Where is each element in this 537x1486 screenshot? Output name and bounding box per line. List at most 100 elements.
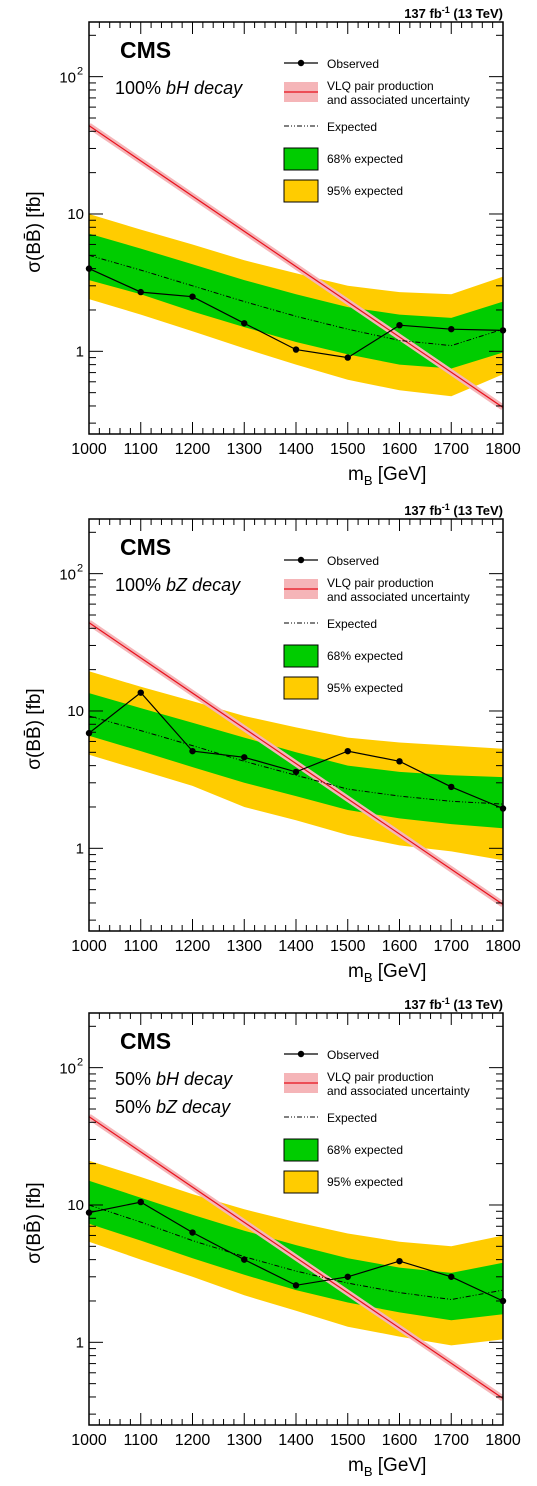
observed-point bbox=[241, 1256, 248, 1263]
legend-95-label: 95% expected bbox=[327, 1175, 403, 1189]
legend-95-label: 95% expected bbox=[327, 184, 403, 198]
decay-label: 100% bH decay bbox=[115, 78, 243, 98]
y-tick-label: 1 bbox=[76, 1334, 84, 1351]
band-68 bbox=[89, 1180, 503, 1321]
x-tick-label: 1400 bbox=[278, 938, 314, 955]
limit-plot-bh: 1000 1100 1200 1300 1400 1500 1600 1700 1800 1 10 1… bbox=[0, 0, 537, 495]
theory-line bbox=[89, 622, 503, 905]
y-axis-title: σ(BB̄) [fb] bbox=[24, 688, 45, 769]
energy-label: (13 TeV) bbox=[450, 6, 503, 21]
legend-observed-label: Observed bbox=[327, 1048, 379, 1062]
x-tick-label: 1800 bbox=[485, 441, 521, 458]
cms-label: CMS bbox=[120, 37, 171, 63]
observed-point bbox=[189, 1229, 196, 1236]
y-tick-label: 10 bbox=[59, 1061, 76, 1078]
x-axis-title-unit: [GeV] bbox=[373, 1455, 427, 1476]
observed-point bbox=[137, 689, 144, 696]
x-axis-title: mB [GeV] bbox=[348, 1455, 426, 1479]
x-tick-label: 1600 bbox=[382, 938, 418, 955]
decay-fraction: 50% bbox=[115, 1069, 156, 1089]
energy-label: (13 TeV) bbox=[450, 503, 503, 518]
x-axis-title-sub: B bbox=[364, 1464, 373, 1479]
x-axis-title-sub: B bbox=[364, 970, 373, 985]
y-tick-label: 10 bbox=[59, 567, 76, 584]
observed-point bbox=[241, 320, 248, 327]
legend-95-swatch bbox=[283, 179, 319, 203]
x-tick-label: 1500 bbox=[330, 1432, 366, 1449]
x-tick-label: 1000 bbox=[71, 938, 107, 955]
x-tick-label: 1500 bbox=[330, 441, 366, 458]
luminosity-exponent: -1 bbox=[442, 5, 450, 15]
luminosity-exponent: -1 bbox=[442, 996, 450, 1006]
legend-observed-marker bbox=[297, 1050, 305, 1058]
y-tick-label: 10 bbox=[67, 703, 84, 720]
observed-point bbox=[448, 325, 455, 333]
y-tick-label-exponent: 2 bbox=[77, 563, 83, 575]
chart-svg: 1000 1100 1200 1300 1400 1500 1600 1700 1800 1 10 1… bbox=[24, 502, 521, 985]
x-tick-label: 1100 bbox=[124, 1432, 159, 1449]
y-axis-title: σ(BB̄) [fb] bbox=[24, 191, 45, 272]
theory-line bbox=[89, 1116, 503, 1399]
decay-label: 50% bH decay bbox=[115, 1069, 233, 1089]
legend-theory-label: VLQ pair production bbox=[327, 1070, 434, 1084]
y-tick-label: 1 bbox=[76, 343, 84, 360]
x-tick-label: 1500 bbox=[330, 938, 366, 955]
y-tick-label-exponent: 2 bbox=[77, 1057, 83, 1069]
legend-observed-marker bbox=[297, 59, 305, 67]
theory-line bbox=[89, 125, 503, 408]
legend-68-label: 68% expected bbox=[327, 649, 403, 663]
observed-point bbox=[189, 293, 196, 300]
y-tick-label: 10 bbox=[59, 70, 76, 87]
observed-point bbox=[292, 1282, 300, 1289]
luminosity-value: 137 fb bbox=[404, 6, 442, 21]
y-tick-label: 10 bbox=[67, 1197, 84, 1214]
x-tick-label: 1300 bbox=[226, 938, 262, 955]
expected-line bbox=[88, 254, 504, 347]
y-axis-title: σ(BB̄) [fb] bbox=[24, 1182, 45, 1263]
x-tick-label: 1700 bbox=[433, 1432, 469, 1449]
luminosity-value: 137 fb bbox=[404, 503, 442, 518]
legend-68-swatch bbox=[283, 1138, 319, 1162]
observed-point bbox=[189, 747, 196, 755]
observed-point bbox=[448, 783, 455, 791]
legend-95-swatch bbox=[283, 1170, 319, 1194]
x-tick-label: 1600 bbox=[382, 441, 418, 458]
observed-point bbox=[448, 1273, 455, 1280]
theory-group bbox=[89, 1114, 503, 1401]
y-tick-label: 10 bbox=[67, 206, 84, 223]
legend-expected-label: Expected bbox=[327, 1111, 377, 1125]
y-tick-label: 1 bbox=[76, 840, 84, 857]
legend-68-swatch bbox=[283, 147, 319, 171]
limit-plot-bh-bz: 1000 1100 1200 1300 1400 1500 1600 1700 1800 1 10 1… bbox=[0, 991, 537, 1486]
decay-mode: bH decay bbox=[166, 78, 243, 98]
x-tick-label: 1200 bbox=[175, 938, 211, 955]
decay-mode: bZ decay bbox=[166, 575, 241, 595]
x-tick-label: 1100 bbox=[124, 938, 159, 955]
luminosity-label: 137 fb-1 (13 TeV) bbox=[404, 5, 503, 21]
legend-95-swatch bbox=[283, 676, 319, 700]
x-axis-title: mB [GeV] bbox=[348, 961, 426, 985]
legend-theory-label: VLQ pair production bbox=[327, 576, 434, 590]
x-tick-label: 1300 bbox=[226, 441, 262, 458]
x-tick-label: 1200 bbox=[175, 441, 211, 458]
observed-point bbox=[396, 1257, 403, 1265]
legend-68-label: 68% expected bbox=[327, 1143, 403, 1157]
legend-theory-label-2: and associated uncertainty bbox=[327, 1084, 470, 1098]
x-tick-label: 1800 bbox=[485, 938, 521, 955]
chart-svg: 1000 1100 1200 1300 1400 1500 1600 1700 1800 1 10 1… bbox=[24, 5, 521, 488]
legend-expected-label: Expected bbox=[327, 120, 377, 134]
legend-theory-label-2: and associated uncertainty bbox=[327, 93, 470, 107]
x-axis-title: mB [GeV] bbox=[348, 464, 426, 488]
legend-68-swatch bbox=[283, 644, 319, 668]
luminosity-label: 137 fb-1 (13 TeV) bbox=[404, 502, 503, 518]
x-tick-label: 1700 bbox=[433, 938, 469, 955]
observed-point bbox=[344, 747, 351, 755]
x-tick-label: 1000 bbox=[71, 1432, 107, 1449]
decay-fraction: 50% bbox=[115, 1097, 156, 1117]
x-axis-title-main: m bbox=[348, 961, 364, 982]
expected-line bbox=[88, 715, 504, 805]
luminosity-value: 137 fb bbox=[404, 997, 442, 1012]
legend-observed-label: Observed bbox=[327, 554, 379, 568]
legend-theory-label: VLQ pair production bbox=[327, 79, 434, 93]
observed-point bbox=[137, 1198, 144, 1206]
